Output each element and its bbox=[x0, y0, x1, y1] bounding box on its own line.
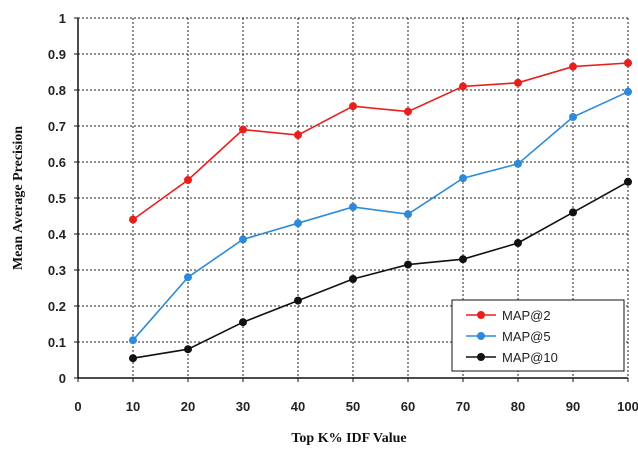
x-tick-label: 30 bbox=[236, 399, 250, 414]
y-tick-label: 0.8 bbox=[48, 83, 66, 98]
data-point bbox=[404, 260, 412, 269]
legend-swatch-marker bbox=[477, 311, 485, 319]
legend-swatch-marker bbox=[477, 353, 485, 361]
x-tick-label: 40 bbox=[291, 399, 305, 414]
data-point bbox=[184, 345, 192, 354]
y-tick-label: 0.9 bbox=[48, 47, 66, 62]
x-tick-label: 60 bbox=[401, 399, 415, 414]
data-point bbox=[349, 203, 357, 211]
data-point bbox=[294, 296, 302, 305]
x-tick-label: 90 bbox=[566, 399, 580, 414]
data-point bbox=[184, 273, 192, 282]
data-point bbox=[624, 87, 632, 96]
data-point bbox=[129, 354, 137, 363]
data-point bbox=[514, 78, 522, 87]
y-tick-label: 0.6 bbox=[48, 155, 66, 170]
legend: MAP@2 MAP@5 MAP@10 bbox=[451, 299, 625, 372]
data-point bbox=[239, 318, 247, 327]
legend-swatch-marker bbox=[477, 332, 485, 340]
data-point bbox=[239, 125, 247, 134]
data-point bbox=[459, 255, 467, 264]
data-point bbox=[569, 62, 577, 71]
data-point bbox=[624, 59, 632, 67]
data-point bbox=[239, 235, 247, 244]
y-axis-title: Mean Average Precision bbox=[11, 126, 26, 270]
data-point bbox=[569, 113, 577, 121]
data-point bbox=[129, 336, 137, 345]
y-tick-label: 0.7 bbox=[48, 119, 66, 134]
x-axis-title: Top K% IDF Value bbox=[291, 431, 406, 446]
series-line-map-at-2 bbox=[132, 62, 629, 221]
x-tick-label: 70 bbox=[456, 399, 470, 414]
grid bbox=[78, 17, 629, 378]
y-tick-label: 1 bbox=[59, 11, 66, 26]
y-tick-label: 0.4 bbox=[48, 227, 67, 242]
data-point bbox=[404, 210, 412, 219]
x-tick-label: 20 bbox=[181, 399, 195, 414]
data-point bbox=[459, 174, 467, 183]
legend-label: MAP@10 bbox=[502, 350, 558, 365]
data-point bbox=[569, 208, 577, 217]
y-tick-label: 0.3 bbox=[48, 263, 66, 278]
series-line-map-at-10 bbox=[132, 181, 629, 359]
series-line-map-at-5 bbox=[132, 91, 629, 341]
data-point bbox=[514, 159, 522, 168]
axes bbox=[74, 17, 629, 382]
data-point bbox=[349, 275, 357, 283]
data-point bbox=[624, 177, 632, 186]
tick-labels: 00.10.20.30.40.50.60.70.80.910 10 20 30 40 50… bbox=[48, 11, 638, 414]
y-tick-label: 0.5 bbox=[48, 191, 66, 206]
y-tick-label: 0 bbox=[59, 371, 66, 386]
legend-label: MAP@2 bbox=[502, 308, 551, 323]
data-point bbox=[514, 239, 522, 247]
x-tick-label: 10 bbox=[126, 399, 140, 414]
data-point bbox=[184, 176, 192, 184]
series-lines bbox=[129, 59, 632, 363]
data-point bbox=[404, 107, 412, 116]
legend-label: MAP@5 bbox=[502, 329, 551, 344]
x-tick-label: 100 bbox=[617, 399, 638, 414]
data-point bbox=[459, 82, 467, 91]
x-tick-label: 0 bbox=[74, 399, 81, 414]
data-point bbox=[349, 102, 357, 111]
data-point bbox=[294, 131, 302, 139]
data-point bbox=[294, 219, 302, 228]
y-tick-label: 0.1 bbox=[48, 335, 66, 350]
data-point bbox=[129, 215, 137, 224]
x-tick-label: 80 bbox=[511, 399, 525, 414]
y-tick-label: 0.2 bbox=[48, 299, 66, 314]
x-tick-label: 50 bbox=[346, 399, 360, 414]
